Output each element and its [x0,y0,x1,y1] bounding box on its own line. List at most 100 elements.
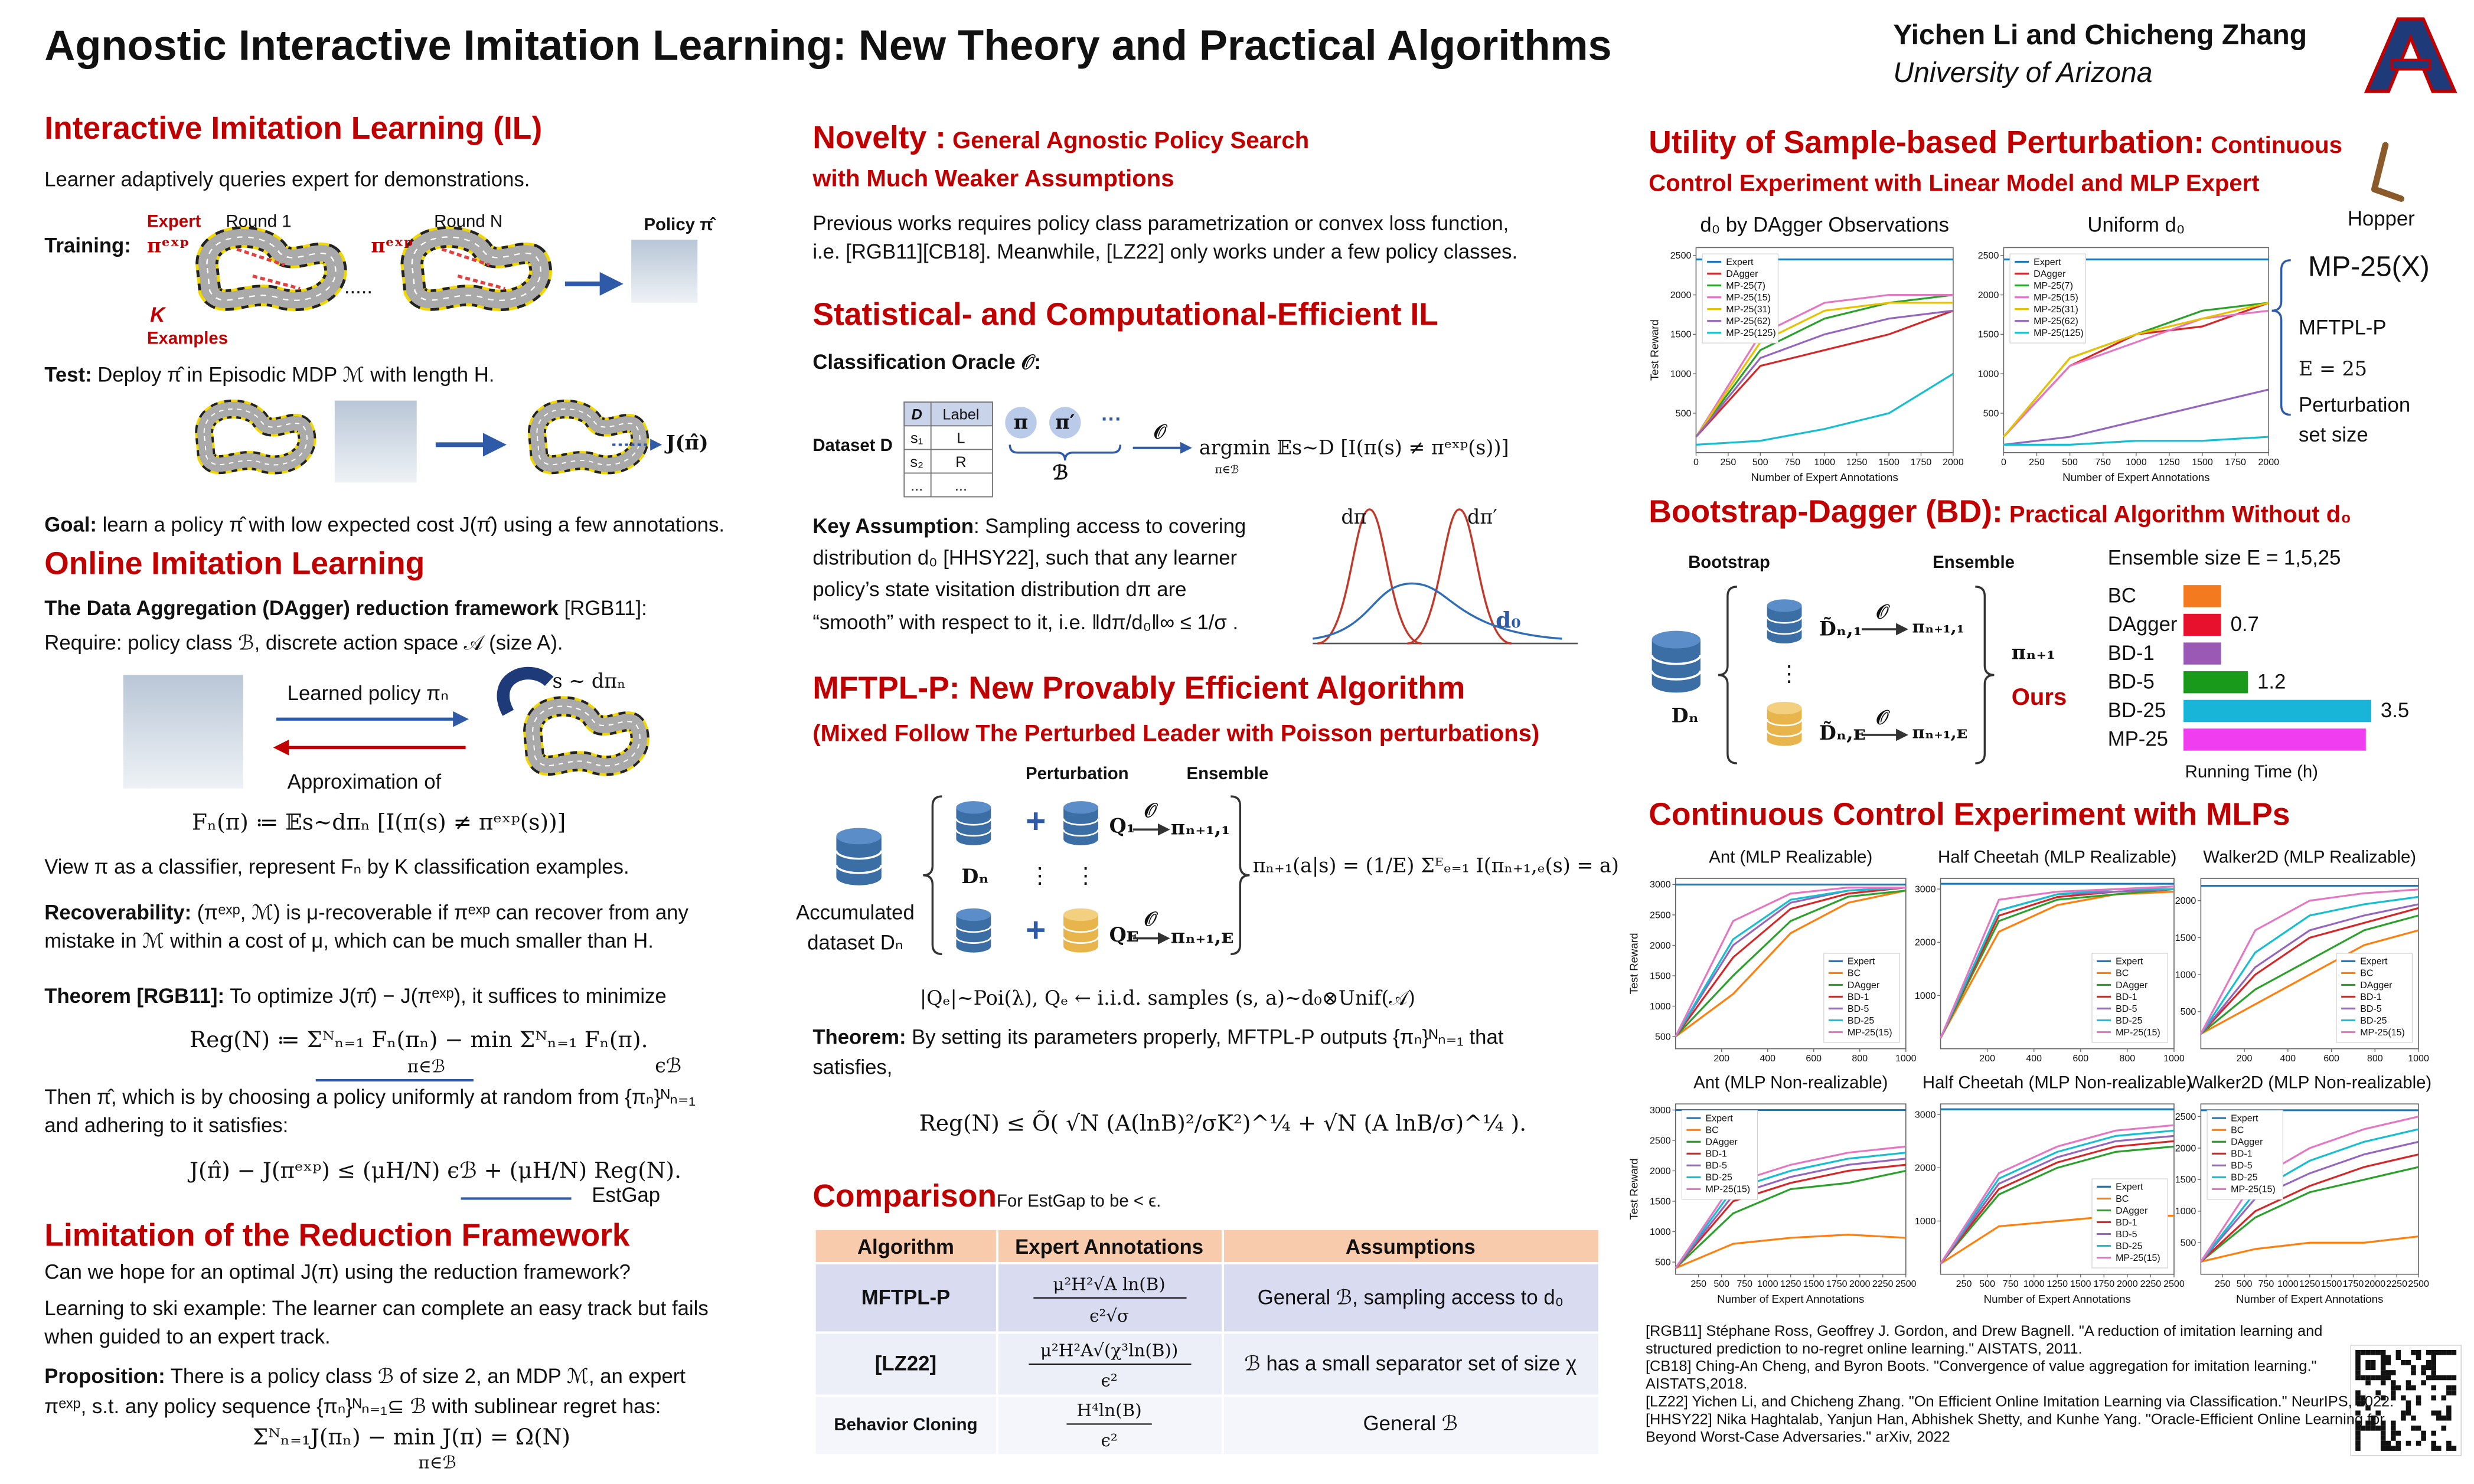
text-line: Proposition: There is a policy class ℬ o… [44,1365,686,1388]
qr-cell [2391,1426,2396,1431]
legend-label: BD-5 [2231,1161,2253,1171]
x-tick-label: 750 [2095,457,2111,468]
series-line [1940,885,2175,1039]
y-tick-label: 1000 [1650,1227,1671,1237]
qr-cell [2406,1440,2411,1446]
sub: Practical Algorithm Without d₀ [2003,501,2351,527]
qr-cell [2355,1395,2361,1401]
qr-cell [2365,1365,2371,1371]
goal-text: learn a policy π̂ with low expected cost… [97,514,724,536]
series-line [1695,309,1954,438]
y-tick-label: 2000 [2175,895,2196,906]
qr-cell [2451,1390,2457,1395]
qr-cell [2411,1365,2416,1371]
qr-cell [2406,1380,2411,1385]
legend-label: DAgger [2034,269,2066,279]
legend-label: Expert [1726,257,1754,267]
legend-label: BC [2360,968,2373,979]
qr-cell [2355,1360,2361,1365]
x-tick-label: 1750 [2094,1279,2115,1289]
qr-cell [2436,1375,2442,1381]
e: E = 25 [2299,357,2367,380]
key-2: distribution d₀ [HHSY22], such that any … [812,547,1237,569]
round-1: Round 1 [226,212,291,231]
dn1: D̃ₙ,₁ [1819,617,1862,640]
qr-cell [2375,1375,2381,1381]
legend-label: MP-25(15) [1848,1027,1892,1038]
x-tick-label: 750 [1784,457,1800,468]
dn: Dₙ [1672,704,1699,727]
legend-label: BC [2116,968,2129,979]
y-tick-label: 1000 [2175,1206,2196,1217]
series-line [2200,1140,2419,1263]
rows: s₁ [910,430,923,447]
qr-cell [2421,1365,2426,1371]
text-line: Utility of Sample-based Perturbation: Co… [1649,125,2342,160]
assumption: General ℬ [1363,1413,1458,1435]
qr-cell [2416,1400,2421,1405]
qr-cell [2355,1430,2361,1436]
accumulated: Accumulated [796,902,915,924]
y-tick-label: 2000 [1915,937,1936,948]
references: [CB18] Ching-An Cheng, and Byron Boots. … [1646,1358,2317,1375]
dagger: The Data Aggregation (DAgger) reduction … [44,597,559,620]
pi-exp-2: πᵉˣᵖ [371,234,413,257]
chart-title: d₀ by DAgger Observations [1700,214,1949,237]
qr-cell [2370,1360,2376,1365]
argmin: argmin 𝔼s~D [I(π(s) ≠ πᵉˣᵖ(s))] [1199,436,1509,459]
key-4: “smooth” with respect to it, i.e. ‖dπ/d₀… [812,612,1238,634]
q1: Q₁ [1109,815,1135,838]
affiliation: University of Arizona [1893,57,2152,89]
x-axis-label: Number of Expert Annotations [1717,1293,1864,1305]
y-tick-label: 500 [2181,1006,2196,1017]
qr-cell [2380,1430,2386,1436]
series-line [2003,309,2269,438]
qr-cell [2436,1446,2442,1451]
dots: ··· [1101,408,1122,430]
qr-cell [2431,1385,2436,1391]
qr-cell [2416,1395,2421,1401]
qr-cell [2401,1395,2406,1401]
heading: Online Imitation Learning [44,546,425,581]
text-line: Recoverability: (πᵉˣᵖ, ℳ) is μ-recoverab… [44,902,688,924]
line-2: with Much Weaker Assumptions [812,165,1174,191]
qr-cell [2375,1390,2381,1395]
x-tick-label: 1000 [2163,1053,2185,1064]
legend-label: BD-5 [1705,1161,1727,1171]
approx: Approximation of [288,771,442,793]
result-sub: π∈ℬ [418,1452,456,1472]
qr-cell [2355,1390,2361,1395]
y-tick-label: 1500 [1670,329,1692,340]
series-line [1675,890,1906,1038]
dagger-ref: [RGB11]: [559,597,647,620]
x-tick-label: 1500 [1878,457,1899,468]
legend-label: Expert [2034,257,2061,267]
text-2: i.e. [RGB11][CB18]. Meanwhile, [LZ22] on… [812,241,1517,263]
qr-cell [2401,1416,2406,1421]
qr-cell [2370,1349,2376,1355]
oracle: 𝒪 [1876,600,1890,623]
references: Beyond Worst-Case Adversaries." arXiv, 2… [1646,1429,1950,1445]
x-tick-label: 1250 [1780,1279,1801,1289]
x-tick-label: 1000 [2277,1279,2299,1289]
qr-cell [2446,1416,2452,1421]
qr-cell [2395,1385,2401,1391]
series-line [2200,895,2419,1035]
legend-box [2091,1178,2168,1269]
x-tick-label: 1750 [1911,457,1932,468]
assumption: ℬ has a small separator set of size χ [1245,1353,1577,1375]
recov-label: Recoverability: [44,902,191,924]
category-label: BD-25 [2108,699,2166,722]
qr-cell [2406,1360,2411,1365]
x-axis-label: Number of Expert Annotations [1984,1293,2131,1305]
x-tick-label: 500 [1713,1279,1729,1289]
qr-cell [2451,1375,2457,1381]
y-tick-label: 2000 [2175,1143,2196,1153]
qr-cell [2421,1430,2426,1436]
denominator: ϵ² [1101,1430,1117,1450]
require: Require: policy class ℬ, discrete action… [44,632,563,655]
legend-label: DAgger [2116,980,2148,991]
legend-label: BD-25 [1848,1015,1874,1026]
qr-cell [2446,1410,2452,1416]
qr-cell [2426,1349,2431,1355]
